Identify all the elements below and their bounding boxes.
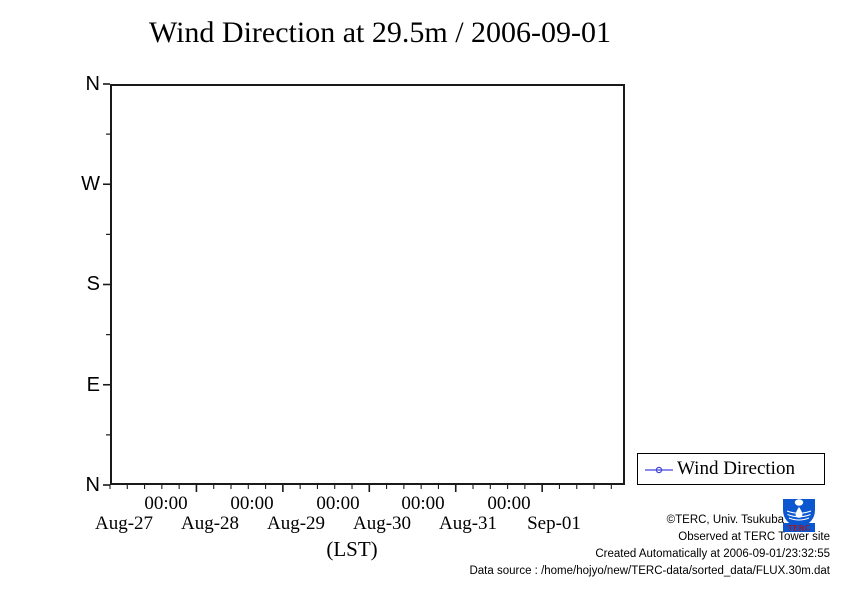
- x-axis-title: (LST): [326, 537, 378, 561]
- legend-line-marker-icon: [644, 463, 674, 475]
- y-tick-label-s: S: [86, 273, 100, 295]
- footer-created: Created Automatically at 2006-09-01/23:3…: [595, 548, 830, 560]
- x-tick-label-date-3: Aug-29: [266, 513, 326, 534]
- axis-tick-layer: [103, 83, 612, 492]
- footer-observed: Observed at TERC Tower site: [678, 531, 830, 543]
- y-tick-label-n-top: N: [85, 73, 100, 95]
- x-tick-label-date-1: Aug-27: [94, 513, 154, 534]
- y-tick-label-e: E: [86, 374, 100, 396]
- chart-title: Wind Direction at 29.5m / 2006-09-01: [148, 16, 612, 49]
- footer-datasource: Data source : /home/hojyo/new/TERC-data/…: [469, 565, 830, 577]
- x-tick-label-time-5: 00:00: [487, 493, 531, 514]
- x-tick-label-date-4: Aug-30: [352, 513, 412, 534]
- plot-frame: [110, 84, 625, 485]
- terc-logo-text: TERC: [787, 523, 810, 532]
- terc-logo-icon: TERC: [781, 498, 817, 532]
- x-tick-label-time-3: 00:00: [316, 493, 360, 514]
- x-tick-label-time-4: 00:00: [401, 493, 445, 514]
- x-tick-label-date-6: Sep-01: [527, 513, 581, 534]
- footer-copyright: ©TERC, Univ. Tsukuba: [666, 514, 784, 526]
- x-tick-label-date-5: Aug-31: [438, 513, 498, 534]
- y-tick-label-n-bottom: N: [85, 474, 100, 496]
- x-tick-label-time-1: 00:00: [144, 493, 188, 514]
- x-tick-label-time-2: 00:00: [230, 493, 274, 514]
- legend[interactable]: Wind Direction: [637, 453, 825, 485]
- y-tick-label-w: W: [81, 173, 100, 195]
- x-tick-label-date-2: Aug-28: [180, 513, 240, 534]
- legend-label: Wind Direction: [677, 458, 795, 479]
